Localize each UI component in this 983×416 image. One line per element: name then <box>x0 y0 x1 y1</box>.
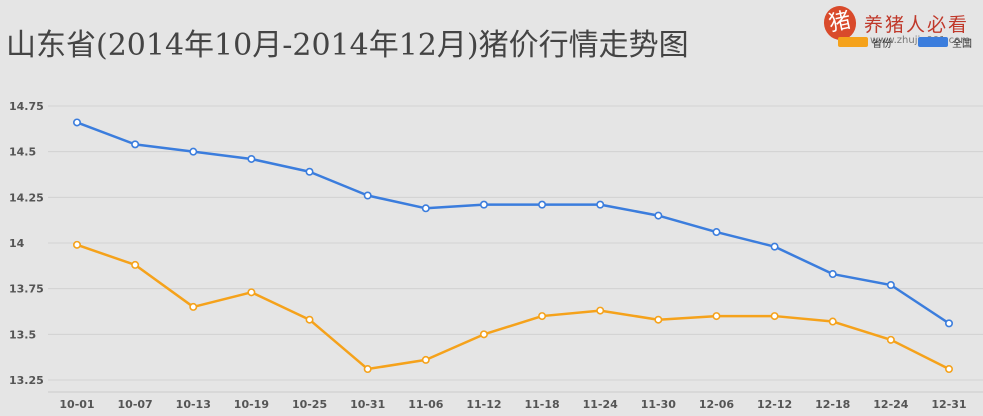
data-point-province <box>73 240 82 249</box>
series-line-national <box>76 121 950 325</box>
x-tick-label: 11-12 <box>466 398 501 411</box>
data-point-province <box>189 302 198 311</box>
data-point-national <box>944 319 953 328</box>
y-tick-label: 13.75 <box>9 283 44 296</box>
y-tick-label: 13.5 <box>9 328 36 341</box>
data-point-province <box>247 288 256 297</box>
y-tick-label: 13.25 <box>9 374 44 387</box>
y-tick-label: 14.5 <box>9 146 36 159</box>
data-point-national <box>538 200 547 209</box>
chart-title: 山东省(2014年10月-2014年12月)猪价行情走势图 <box>6 28 689 63</box>
data-point-national <box>886 281 895 290</box>
data-point-province <box>479 330 488 339</box>
x-tick-label: 12-12 <box>757 398 792 411</box>
data-point-national <box>305 167 314 176</box>
data-point-province <box>421 355 430 364</box>
x-tick-label: 10-13 <box>176 398 211 411</box>
data-point-province <box>770 312 779 321</box>
y-tick-label: 14.75 <box>9 100 44 113</box>
data-point-national <box>770 242 779 251</box>
data-point-national <box>421 204 430 213</box>
x-tick-label: 12-31 <box>931 398 966 411</box>
x-tick-label: 10-19 <box>234 398 269 411</box>
legend-label-province: 省份 <box>872 39 892 50</box>
x-tick-label: 11-18 <box>524 398 559 411</box>
x-tick-label: 10-25 <box>292 398 327 411</box>
data-point-national <box>479 200 488 209</box>
data-point-province <box>886 335 895 344</box>
data-point-national <box>596 200 605 209</box>
legend-swatch-province <box>838 37 868 47</box>
x-tick-label: 10-07 <box>118 398 153 411</box>
data-point-national <box>73 118 82 127</box>
series-line-province <box>76 243 950 371</box>
data-point-province <box>131 260 140 269</box>
x-tick-label: 11-06 <box>408 398 444 411</box>
x-tick-label: 10-01 <box>59 398 94 411</box>
data-point-province <box>363 365 372 374</box>
x-tick-label: 12-06 <box>699 398 735 411</box>
data-point-national <box>131 140 140 149</box>
data-point-national <box>828 270 837 279</box>
data-point-province <box>654 315 663 324</box>
data-point-national <box>189 147 198 156</box>
data-point-province <box>944 365 953 374</box>
legend-label-national: 全国 <box>952 39 972 50</box>
data-point-province <box>596 306 605 315</box>
watermark-brand-text: 养猪人必看 <box>864 14 970 36</box>
data-point-province <box>712 312 721 321</box>
data-point-national <box>363 191 372 200</box>
data-point-province <box>538 312 547 321</box>
legend-swatch-national <box>918 37 948 47</box>
x-tick-label: 12-18 <box>815 398 850 411</box>
x-tick-label: 11-30 <box>641 398 677 411</box>
y-tick-label: 14 <box>9 237 25 250</box>
data-point-national <box>654 211 663 220</box>
data-point-province <box>305 315 314 324</box>
data-point-national <box>712 228 721 237</box>
y-tick-label: 14.25 <box>9 191 44 204</box>
x-tick-label: 12-24 <box>873 398 909 411</box>
x-tick-label: 10-31 <box>350 398 385 411</box>
x-tick-label: 11-24 <box>583 398 619 411</box>
data-point-national <box>247 154 256 163</box>
data-point-province <box>828 317 837 326</box>
